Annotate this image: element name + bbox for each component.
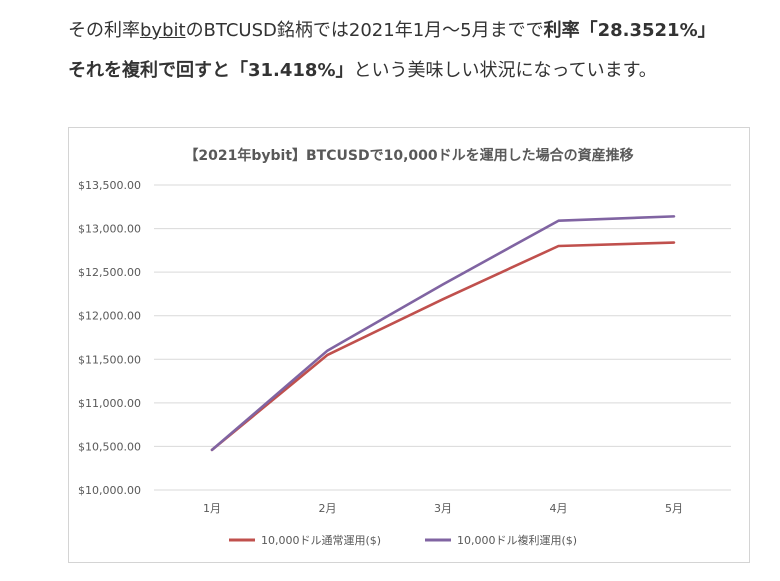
y-tick-label: $11,000.00 [78,397,141,410]
y-tick-label: $13,000.00 [78,223,141,236]
y-tick-label: $13,500.00 [78,179,141,192]
x-tick-label: 3月 [434,502,452,515]
series-lines [210,215,676,452]
chart-frame: 【2021年bybit】BTCUSDで10,000ドルを運用した場合の資産推移 … [68,127,750,563]
line-chart: 【2021年bybit】BTCUSDで10,000ドルを運用した場合の資産推移 … [78,147,731,547]
y-tick-label: $10,500.00 [78,440,141,453]
x-tick-label: 4月 [550,502,568,515]
line2-suffix: という美味しい状況になっています。 [353,60,657,81]
series-line-2 [210,215,676,452]
legend: 10,000ドル通常運用($) 10,000ドル複利運用($) [229,533,577,547]
article-line-1: その利率bybitのBTCUSD銘柄では2021年1月〜5月までで利率「28.3… [68,19,716,43]
line1-mid: のBTCUSD銘柄では2021年1月〜5月までで [185,20,544,41]
line1-bold: 利率「28.3521%」 [543,20,716,41]
x-tick-label: 1月 [203,502,221,515]
gridlines [154,184,731,491]
x-tick-label: 2月 [319,502,337,515]
legend-label: 10,000ドル複利運用($) [457,533,577,547]
chart-title: 【2021年bybit】BTCUSDで10,000ドルを運用した場合の資産推移 [184,147,633,164]
x-tick-label: 5月 [665,502,683,515]
legend-label: 10,000ドル通常運用($) [261,534,381,547]
line1-prefix: その利率 [68,20,140,41]
y-tick-label: $12,000.00 [78,310,141,323]
y-tick-label: $11,500.00 [78,353,141,366]
y-axis-ticks: $10,000.00 $10,500.00 $11,000.00 $11,500.00… [78,179,141,497]
y-tick-label: $12,500.00 [78,266,141,279]
bybit-link[interactable]: bybit [140,20,186,41]
series-line-1 [210,241,676,452]
line2-bold: それを複利で回すと「31.418%」 [68,60,354,81]
y-tick-label: $10,000.00 [78,484,141,497]
x-axis-ticks: 1月 2月 3月 4月 5月 [203,502,683,515]
article-line-2: それを複利で回すと「31.418%」という美味しい状況になっています。 [68,59,657,83]
